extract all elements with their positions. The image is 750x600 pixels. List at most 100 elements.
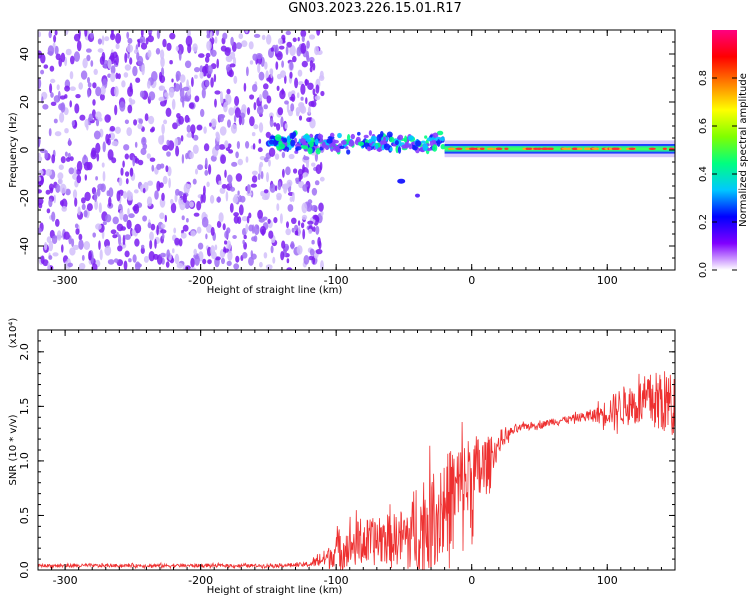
noise-cell (58, 178, 63, 185)
noise-cell (193, 212, 200, 217)
transition-cell (282, 138, 287, 143)
noise-cell (146, 196, 153, 207)
noise-cell (129, 167, 134, 177)
noise-cell (246, 184, 251, 194)
noise-cell (122, 214, 129, 222)
noise-cell (197, 242, 204, 250)
noise-cell (245, 156, 249, 163)
noise-cell (81, 203, 86, 210)
colorbar-tick-label: 0.6 (698, 118, 709, 134)
noise-cell (276, 123, 281, 131)
noise-cell (209, 194, 215, 204)
noise-cell (250, 250, 253, 258)
noise-cell (197, 164, 204, 171)
noise-cell (178, 238, 183, 247)
noise-cell (148, 251, 155, 262)
noise-cell (249, 116, 255, 127)
noise-cell (48, 30, 52, 39)
noise-cell (77, 206, 81, 216)
noise-cell (146, 80, 151, 89)
noise-cell (104, 245, 112, 256)
noise-cell (156, 30, 161, 40)
noise-cell (316, 30, 321, 36)
noise-cell (134, 238, 140, 247)
noise-cell (112, 234, 118, 239)
noise-cell (230, 123, 238, 134)
noise-cell (214, 98, 217, 108)
noise-cell (303, 156, 310, 161)
noise-cell (314, 180, 320, 186)
noise-cell (146, 153, 151, 159)
noise-cell (54, 30, 58, 36)
noise-cell (206, 40, 212, 51)
noise-cell (194, 254, 200, 266)
noise-cell (252, 53, 258, 61)
transition-cell (436, 139, 441, 147)
noise-cell (190, 124, 196, 135)
noise-cell (64, 151, 68, 157)
noise-cell (224, 169, 227, 178)
transition-cell (395, 145, 399, 154)
noise-cell (257, 173, 261, 181)
noise-cell (119, 209, 124, 221)
noise-cell (114, 126, 121, 134)
spectrogram-data (38, 30, 675, 270)
noise-cell (191, 77, 194, 87)
noise-cell (200, 194, 204, 204)
noise-cell (205, 56, 210, 63)
noise-cell (87, 77, 90, 84)
transition-cell (306, 135, 311, 143)
noise-cell (84, 191, 91, 202)
snr-line (38, 371, 675, 570)
noise-cell (74, 197, 78, 207)
x-tick-label: -200 (188, 574, 213, 587)
transition-cell (389, 147, 393, 152)
transition-cell (375, 144, 379, 150)
noise-cell (256, 105, 264, 115)
y-tick-label: 1.5 (18, 398, 31, 416)
noise-cell (137, 123, 143, 130)
noise-cell (68, 167, 75, 175)
noise-cell (189, 267, 197, 270)
noise-cell (104, 36, 110, 42)
noise-cell (123, 260, 128, 270)
transition-cell (287, 135, 291, 144)
noise-cell (128, 213, 135, 219)
noise-cell (188, 102, 195, 109)
noise-cell (218, 144, 226, 150)
carrier-peak (527, 147, 532, 150)
noise-cell (124, 153, 129, 160)
transition-cell (314, 138, 319, 146)
noise-cell (280, 116, 284, 128)
noise-cell (258, 71, 265, 81)
noise-cell (259, 161, 264, 168)
noise-cell (148, 91, 156, 101)
noise-cell (258, 122, 264, 133)
x-axis-label: Height of straight line (km) (207, 285, 343, 296)
noise-cell (63, 231, 70, 240)
noise-cell (69, 100, 72, 108)
noise-cell (174, 237, 180, 246)
noise-cell (118, 177, 123, 186)
noise-cell (296, 46, 302, 57)
figure-title: GN03.2023.226.15.01.R17 (288, 1, 462, 16)
transition-cell (408, 144, 413, 150)
transition-cell (357, 141, 364, 147)
noise-cell (205, 52, 211, 58)
noise-cell (65, 157, 71, 162)
noise-cell (74, 103, 80, 114)
noise-cell (319, 176, 325, 182)
transition-cell (357, 131, 361, 136)
noise-cell (111, 140, 119, 147)
noise-cell (54, 45, 59, 55)
noise-cell (226, 240, 232, 252)
noise-cell (139, 35, 146, 44)
transition-cell (404, 141, 409, 149)
transition-cell (299, 138, 306, 144)
noise-cell (53, 34, 57, 43)
noise-cell (131, 229, 136, 236)
noise-cell (159, 212, 165, 220)
noise-cell (227, 143, 232, 149)
noise-cell (312, 214, 319, 220)
noise-cell (186, 30, 191, 38)
